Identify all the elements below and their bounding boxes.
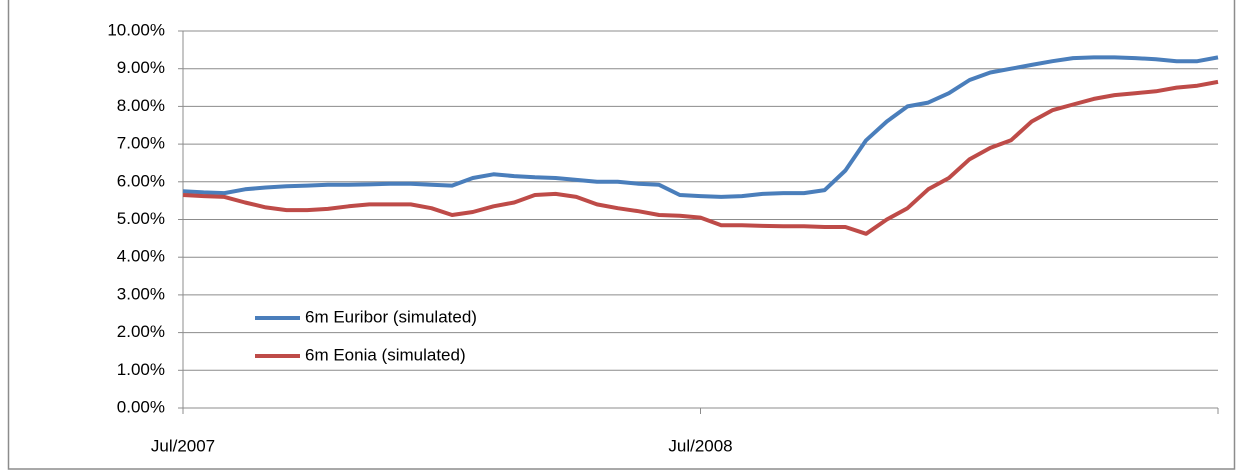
y-tick-label: 10.00% bbox=[107, 20, 165, 39]
x-tick-label: Jul/2008 bbox=[668, 436, 732, 455]
chart-frame bbox=[7, 0, 1236, 470]
y-tick-label: 7.00% bbox=[117, 134, 165, 153]
x-tick-label: Jul/2007 bbox=[151, 436, 215, 455]
y-tick-label: 4.00% bbox=[117, 247, 165, 266]
y-tick-label: 3.00% bbox=[117, 284, 165, 303]
y-tick-label: 5.00% bbox=[117, 209, 165, 228]
y-tick-label: 6.00% bbox=[117, 171, 165, 190]
y-tick-label: 1.00% bbox=[117, 360, 165, 379]
series-line bbox=[182, 79, 1219, 236]
series-line bbox=[182, 55, 1219, 199]
y-tick-label: 0.00% bbox=[117, 397, 165, 416]
legend-label: 6m Euribor (simulated) bbox=[305, 307, 477, 326]
y-tick-label: 2.00% bbox=[117, 322, 165, 341]
y-tick-label: 8.00% bbox=[117, 96, 165, 115]
y-tick-label: 9.00% bbox=[117, 58, 165, 77]
legend-label: 6m Eonia (simulated) bbox=[305, 345, 466, 364]
